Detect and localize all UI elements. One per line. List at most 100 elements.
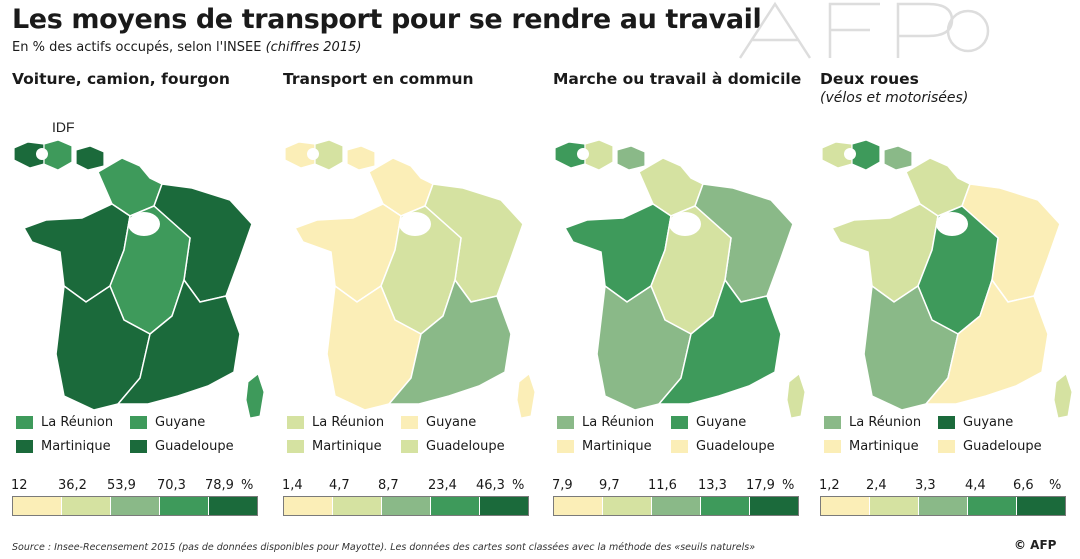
legend-swatch-guadeloupe <box>401 440 418 453</box>
legend-swatch-guyane <box>130 416 147 429</box>
scale-bar <box>553 496 799 516</box>
source-note: Source : Insee-Recensement 2015 (pas de … <box>12 542 756 553</box>
legend-swatch-martinique <box>824 440 841 453</box>
idf-zone-b <box>314 139 344 171</box>
panel-title: Transport en commun <box>283 70 474 88</box>
mainland <box>22 157 265 419</box>
scale-labels: 1,4 4,7 8,7 23,4 46,3 % <box>282 478 529 494</box>
paris-area-gap <box>128 212 160 236</box>
scale-class-2 <box>62 497 111 515</box>
idf-paris <box>577 148 589 160</box>
legend-label: La Réunion <box>312 415 385 430</box>
scale-label: 7,9 <box>552 478 573 493</box>
page-subtitle: En % des actifs occupés, selon l'INSEE (… <box>12 40 361 55</box>
scale-label: 1,4 <box>282 478 303 493</box>
afp-credit: © AFP <box>1014 538 1057 552</box>
scale-label: 53,9 <box>107 478 136 493</box>
scale-label: 46,3 <box>476 478 505 493</box>
region-southeast <box>387 278 512 405</box>
scale-class-5 <box>750 497 798 515</box>
scale-label: 6,6 <box>1013 478 1034 493</box>
scale-label: 1,2 <box>819 478 840 493</box>
legend-item-la-reunion: La Réunion <box>557 415 654 430</box>
legend-swatch-la-reunion <box>287 416 304 429</box>
legend-label: Martinique <box>582 439 652 454</box>
legend-label: Martinique <box>849 439 919 454</box>
panel-subtitle: (vélos et motorisées) <box>820 90 969 106</box>
paris-area-gap <box>936 212 968 236</box>
scale-bar <box>820 496 1066 516</box>
scale-class-1 <box>284 497 333 515</box>
legend-item-martinique: Martinique <box>287 439 382 454</box>
legend-label: Guyane <box>426 415 477 430</box>
scale-class-4 <box>160 497 209 515</box>
region-southeast <box>924 278 1049 405</box>
corsica <box>516 373 536 419</box>
scale-label: 36,2 <box>58 478 87 493</box>
legend-label: Guadeloupe <box>696 439 775 454</box>
scale-class-5 <box>480 497 528 515</box>
paris-area-gap <box>669 212 701 236</box>
scale-class-1 <box>13 497 62 515</box>
legend-item-la-reunion: La Réunion <box>824 415 921 430</box>
panel-title: Marche ou travail à domicile <box>553 70 802 88</box>
legend-item-guyane: Guyane <box>938 415 1013 430</box>
scale-label: 4,4 <box>965 478 986 493</box>
paris-area-gap <box>399 212 431 236</box>
idf-zone-c <box>616 145 646 171</box>
scale-label: 4,7 <box>329 478 350 493</box>
region-southeast <box>657 278 782 405</box>
legend-swatch-martinique <box>287 440 304 453</box>
corsica <box>245 373 265 419</box>
scale-class-3 <box>652 497 701 515</box>
panel-title: Voiture, camion, fourgon <box>12 70 230 88</box>
legend-item-guyane: Guyane <box>671 415 746 430</box>
subtitle-text: En % des actifs occupés, selon l'INSEE <box>12 40 262 55</box>
scale-class-3 <box>111 497 160 515</box>
legend-item-martinique: Martinique <box>16 439 111 454</box>
scale-class-4 <box>701 497 750 515</box>
scale-label: 13,3 <box>698 478 727 493</box>
legend-swatch-guyane <box>401 416 418 429</box>
legend-swatch-guadeloupe <box>130 440 147 453</box>
scale-label-unit: % <box>1049 478 1062 493</box>
map-voiture: IDF <box>13 119 265 419</box>
scale-label: 17,9 <box>746 478 775 493</box>
scale-label: 12 <box>11 478 28 493</box>
scale-label: 3,3 <box>915 478 936 493</box>
legend-label: Martinique <box>312 439 382 454</box>
scale-class-5 <box>209 497 257 515</box>
legend-label: La Réunion <box>41 415 114 430</box>
legend-label: Martinique <box>41 439 111 454</box>
scale-bar <box>12 496 258 516</box>
idf-paris <box>36 148 48 160</box>
scale-label-unit: % <box>782 478 795 493</box>
idf-inset <box>284 139 376 171</box>
region-southeast <box>116 278 241 405</box>
panel-title: Deux roues <box>820 70 919 88</box>
idf-inset <box>821 139 913 171</box>
legend-swatch-la-reunion <box>557 416 574 429</box>
legend-swatch-guyane <box>938 416 955 429</box>
legend-swatch-martinique <box>16 440 33 453</box>
legend-swatch-martinique <box>557 440 574 453</box>
page-title: Les moyens de transport pour se rendre a… <box>12 4 762 35</box>
legend-swatch-la-reunion <box>16 416 33 429</box>
scale-class-1 <box>821 497 870 515</box>
legend-label: Guyane <box>696 415 747 430</box>
scale-bar <box>283 496 529 516</box>
legend-label: La Réunion <box>582 415 655 430</box>
legend-item-la-reunion: La Réunion <box>16 415 113 430</box>
idf-inset <box>554 139 646 171</box>
idf-zone-b <box>43 139 73 171</box>
scale-class-2 <box>333 497 382 515</box>
legend-swatch-guadeloupe <box>671 440 688 453</box>
legend-label: La Réunion <box>849 415 922 430</box>
map-transport-commun <box>284 139 536 419</box>
scale-label: 78,9 <box>205 478 234 493</box>
scale-labels: 12 36,2 53,9 70,3 78,9 % <box>11 478 258 494</box>
panel-marche-domicile: Marche ou travail à domicile La Réunion … <box>552 70 815 518</box>
legend-item-martinique: Martinique <box>557 439 652 454</box>
idf-zone-c <box>883 145 913 171</box>
legend-label: Guyane <box>155 415 206 430</box>
